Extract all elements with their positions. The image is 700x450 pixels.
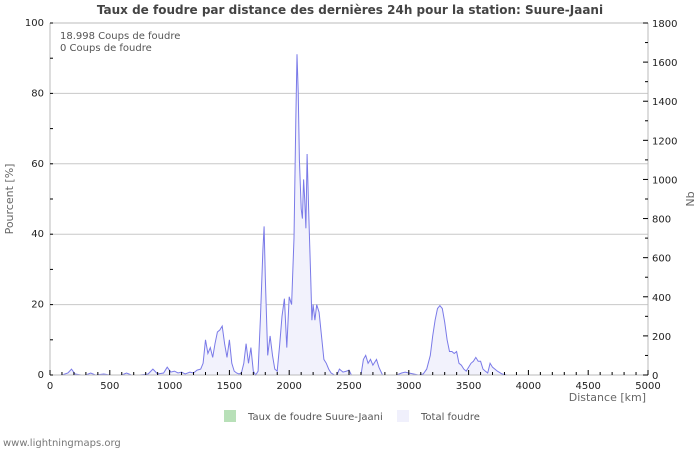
svg-text:2500: 2500	[336, 381, 361, 392]
svg-text:1000: 1000	[652, 175, 677, 186]
svg-text:40: 40	[31, 229, 44, 240]
svg-text:0: 0	[652, 371, 658, 382]
svg-text:60: 60	[31, 159, 44, 170]
grid-lines	[50, 22, 648, 306]
info-line-2: 0 Coups de foudre	[60, 43, 152, 54]
info-line-1: 18.998 Coups de foudre	[60, 31, 180, 42]
axes	[49, 22, 649, 376]
svg-text:3000: 3000	[396, 381, 421, 392]
total-foudre-series	[50, 54, 648, 376]
legend-label-taux: Taux de foudre Suure-Jaani	[248, 412, 383, 423]
y-left-axis-title: Pourcent [%]	[3, 164, 16, 235]
svg-text:100: 100	[25, 18, 44, 29]
legend-swatch-lavender	[397, 410, 409, 422]
svg-text:1000: 1000	[157, 381, 182, 392]
svg-text:800: 800	[652, 215, 671, 226]
svg-text:2000: 2000	[276, 381, 301, 392]
svg-text:4000: 4000	[516, 381, 541, 392]
svg-text:1200: 1200	[652, 136, 677, 147]
svg-text:3500: 3500	[456, 381, 481, 392]
svg-text:1400: 1400	[652, 97, 677, 108]
footer-link[interactable]: www.lightningmaps.org	[3, 438, 121, 449]
svg-text:80: 80	[31, 88, 44, 99]
svg-text:600: 600	[652, 254, 671, 265]
tick-labels: 0 500 1000 1500 2000 2500 3000 3500 4000 4500 5000…	[25, 18, 678, 392]
svg-text:1800: 1800	[652, 19, 677, 30]
svg-text:0: 0	[47, 381, 53, 392]
svg-text:400: 400	[652, 293, 671, 304]
legend-swatch-green	[224, 410, 236, 422]
y-right-axis-title: Nb	[684, 191, 697, 206]
svg-text:200: 200	[652, 332, 671, 343]
chart-title: Taux de foudre par distance des dernière…	[96, 3, 604, 17]
svg-text:1600: 1600	[652, 58, 677, 69]
x-axis-title: Distance [km]	[569, 391, 646, 404]
svg-text:1500: 1500	[217, 381, 242, 392]
svg-text:5000: 5000	[635, 381, 660, 392]
svg-text:500: 500	[100, 381, 119, 392]
svg-text:0: 0	[38, 370, 44, 381]
legend-label-total: Total foudre	[421, 412, 480, 423]
legend-item-total: Total foudre	[397, 410, 480, 423]
legend-item-taux: Taux de foudre Suure-Jaani	[224, 410, 383, 423]
svg-text:20: 20	[31, 300, 44, 311]
svg-text:4500: 4500	[575, 381, 600, 392]
